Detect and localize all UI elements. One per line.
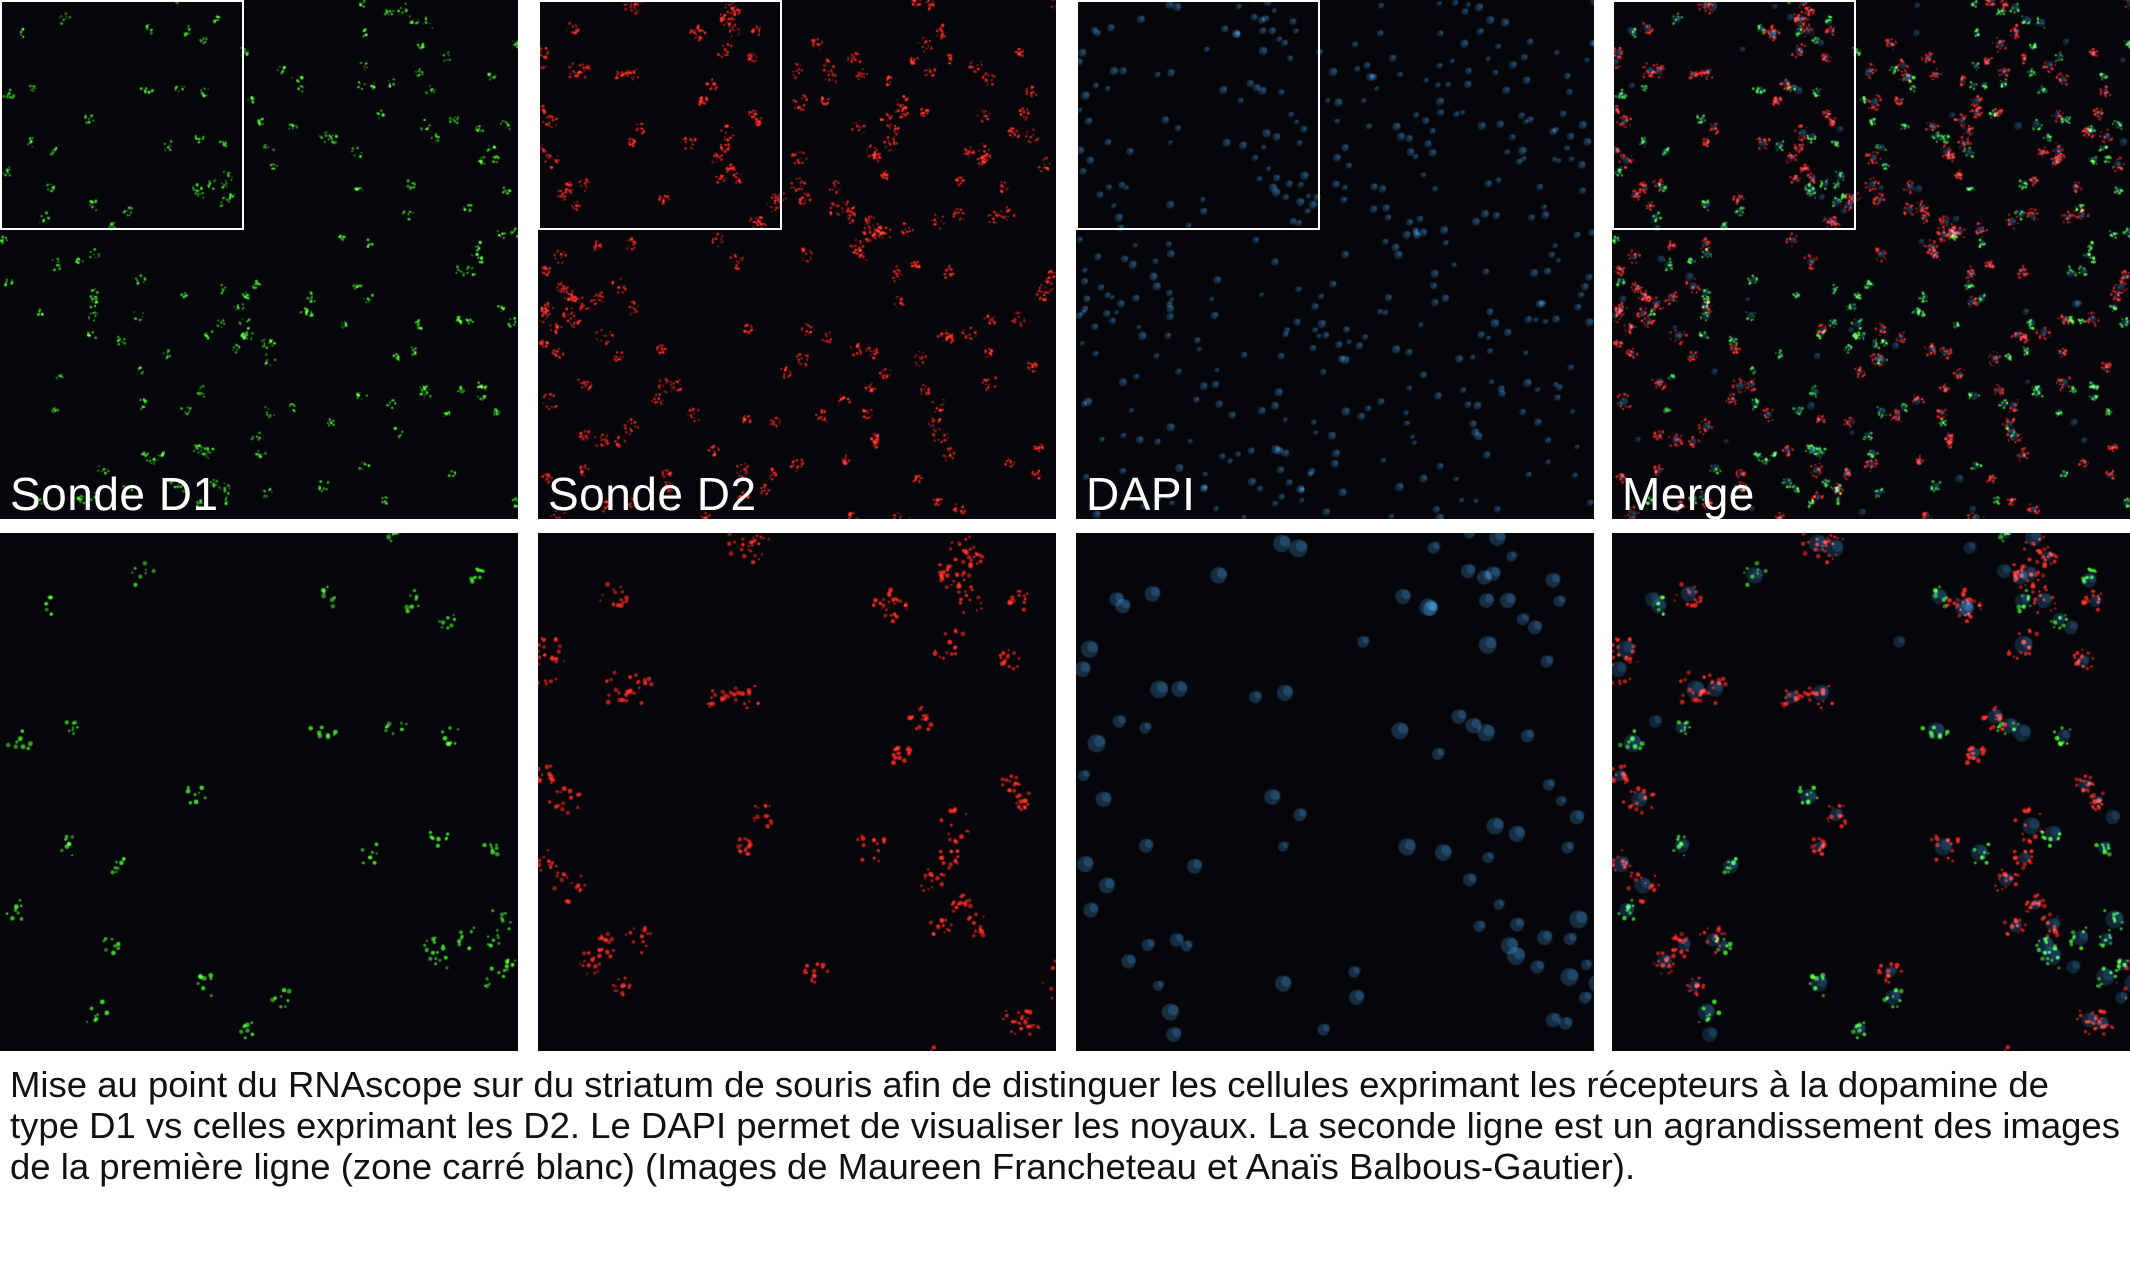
microscopy-zoom-d2: [538, 533, 1056, 1051]
panel-zoom-d1: [0, 533, 518, 1051]
microscopy-image-d2: [538, 0, 1056, 519]
inset-box: [538, 0, 782, 230]
panel-zoom-dapi: [1076, 533, 1594, 1051]
microscopy-image-d1: [0, 0, 518, 519]
inset-box: [1612, 0, 1856, 230]
microscopy-zoom-d1: [0, 533, 518, 1051]
panel-top-d1: Sonde D1: [0, 0, 518, 519]
panel-label-d2: Sonde D2: [548, 468, 757, 519]
microscopy-image-merge: [1612, 0, 2130, 519]
panel-label-d1: Sonde D1: [10, 468, 219, 519]
panel-zoom-merge: [1612, 533, 2130, 1051]
panel-label-merge: Merge: [1622, 468, 1755, 519]
inset-box: [1076, 0, 1320, 230]
panel-label-dapi: DAPI: [1086, 468, 1196, 519]
microscopy-zoom-merge: [1612, 533, 2130, 1051]
panel-top-d2: Sonde D2: [538, 0, 1056, 519]
inset-box: [0, 0, 244, 230]
panel-top-merge: Merge: [1612, 0, 2130, 519]
microscopy-zoom-dapi: [1076, 533, 1594, 1051]
figure-caption: Mise au point du RNAscope sur du striatu…: [10, 1064, 2120, 1187]
microscopy-image-dapi: [1076, 0, 1594, 519]
panel-zoom-d2: [538, 533, 1056, 1051]
panel-top-dapi: DAPI: [1076, 0, 1594, 519]
